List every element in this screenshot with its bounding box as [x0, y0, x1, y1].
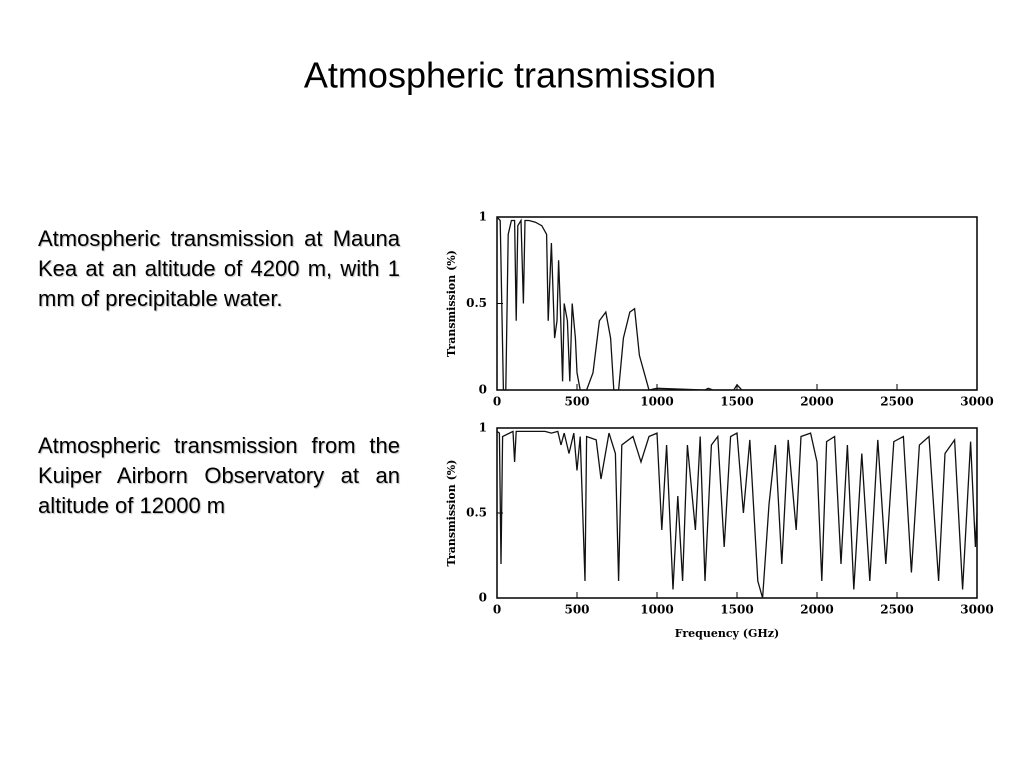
paragraph: Atmospheric transmission at Mauna Kea at…	[38, 226, 400, 311]
x-tick-label: 2000	[800, 395, 833, 409]
y-tick-label: 0	[479, 383, 487, 397]
transmission-line	[496, 216, 977, 391]
y-tick-label: 0	[479, 591, 487, 605]
x-tick-label: 0	[493, 603, 501, 617]
x-tick-label: 500	[564, 395, 589, 409]
paragraph: Atmospheric transmission from the Kuiper…	[38, 433, 400, 518]
y-tick-label: 0.5	[466, 296, 487, 310]
x-tick-label: 2500	[880, 395, 913, 409]
transmission-line	[496, 430, 978, 599]
x-tick-label: 2500	[880, 603, 913, 617]
x-tick-label: 2000	[800, 603, 833, 617]
x-axis-label: Frequency (GHz)	[675, 627, 779, 640]
y-axis-label: Transmission (%)	[445, 460, 458, 567]
x-tick-label: 1500	[720, 395, 753, 409]
x-tick-label: 1000	[640, 395, 673, 409]
slide-title: Atmospheric transmission	[304, 55, 716, 96]
x-tick-label: 1000	[640, 603, 673, 617]
x-tick-label: 3000	[960, 603, 993, 617]
y-tick-label: 1	[479, 421, 487, 435]
x-tick-label: 3000	[960, 395, 993, 409]
y-tick-label: 0.5	[466, 506, 487, 520]
y-axis-label: Transmission (%)	[445, 250, 458, 357]
y-tick-label: 1	[479, 210, 487, 224]
x-tick-label: 1500	[720, 603, 753, 617]
x-tick-label: 0	[493, 395, 501, 409]
x-tick-label: 500	[564, 603, 589, 617]
